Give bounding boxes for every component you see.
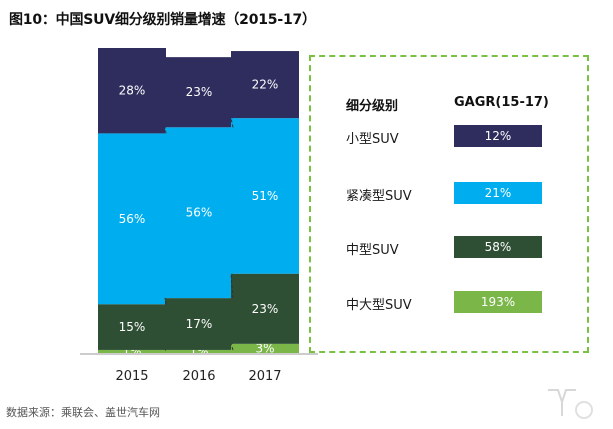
x-tick-label-2016: 2016: [182, 369, 215, 384]
legend-label-large: 中大型SUV: [346, 298, 412, 313]
bar-segment-2015-1: [98, 304, 166, 350]
bar-segment-2015-3: [98, 48, 166, 134]
bar-segment-2015-0: [98, 349, 166, 353]
x-tick-label-2017: 2017: [248, 369, 281, 384]
legend-value-large: 193%: [454, 291, 542, 313]
x-tick-label-2015: 2015: [115, 369, 148, 384]
bar-segment-2017-3: [231, 51, 299, 119]
data-label-2017-2: 51%: [252, 189, 279, 203]
bar-segment-2015-2: [98, 133, 166, 305]
connector-line-1-2: [230, 118, 234, 128]
connector-line-1-1: [230, 273, 234, 299]
data-label-2017-3: 22%: [252, 78, 279, 92]
legend-header-segment: 细分级别: [346, 99, 399, 114]
data-label-2017-1: 23%: [252, 302, 279, 316]
legend-label-compact: 紧凑型SUV: [346, 189, 412, 204]
connector-line-0-2: [164, 127, 167, 134]
legend-label-small: 小型SUV: [346, 132, 399, 147]
legend-value-mid: 58%: [454, 236, 542, 258]
data-label-2015-1: 15%: [119, 320, 146, 334]
data-label-2017-0: 3%: [255, 341, 274, 355]
legend-value-small: 12%: [454, 125, 542, 147]
data-label-2016-1: 17%: [186, 317, 213, 331]
source-note: 数据来源：乘联会、盖世汽车网: [6, 406, 160, 419]
legend-value-compact: 21%: [454, 182, 542, 204]
bar-segment-2017-0: [231, 343, 299, 353]
data-label-2015-3: 28%: [119, 84, 146, 98]
legend-header-gagr: GAGR(15-17): [454, 95, 549, 110]
chart-title: 图10：中国SUV细分级别销量增速（2015-17）: [9, 12, 316, 28]
data-label-2016-3: 23%: [186, 85, 213, 99]
data-label-2015-2: 56%: [119, 212, 146, 226]
bar-segment-2017-2: [231, 118, 299, 274]
bar-segment-2016-1: [165, 298, 233, 350]
bar-segment-2016-3: [165, 57, 233, 128]
connector-line-1-0: [230, 343, 234, 351]
legend-box: 细分级别 GAGR(15-17) 小型SUV 12% 紧凑型SUV 21% 中型…: [309, 55, 589, 353]
watermark-logo-icon: [548, 389, 593, 419]
bar-segment-2016-2: [165, 127, 233, 299]
data-label-2016-2: 56%: [186, 206, 213, 220]
connector-line-0-1: [164, 298, 167, 305]
bar-segment-2016-0: [165, 349, 233, 353]
bar-segment-2017-1: [231, 273, 299, 344]
legend-label-mid: 中型SUV: [346, 243, 399, 258]
